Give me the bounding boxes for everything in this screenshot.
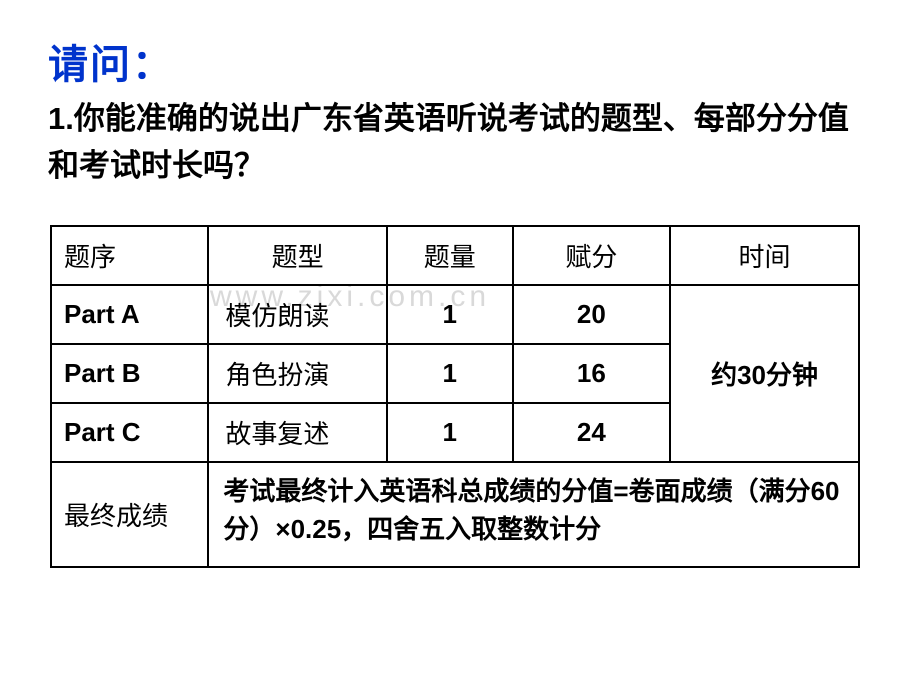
cell-seq-a: Part A (51, 285, 208, 344)
exam-table: 题序 题型 题量 赋分 时间 Part A 模仿朗读 1 20 约30分钟 Pa… (50, 225, 860, 568)
table-final-row: 最终成绩 考试最终计入英语科总成绩的分值=卷面成绩（满分60分）×0.25，四舍… (51, 462, 859, 567)
question-text: 1.你能准确的说出广东省英语听说考试的题型、每部分分值和考试时长吗？ (48, 96, 872, 189)
cell-time-merged: 约30分钟 (670, 285, 859, 462)
cell-seq-c: Part C (51, 403, 208, 462)
header-count: 题量 (387, 226, 513, 285)
header-time: 时间 (670, 226, 859, 285)
cell-count-c: 1 (387, 403, 513, 462)
cell-score-a: 20 (513, 285, 670, 344)
cell-final-note: 考试最终计入英语科总成绩的分值=卷面成绩（满分60分）×0.25，四舍五入取整数… (208, 462, 859, 567)
header-seq: 题序 (51, 226, 208, 285)
cell-type-a: 模仿朗读 (208, 285, 386, 344)
header-score: 赋分 (513, 226, 670, 285)
cell-type-b: 角色扮演 (208, 344, 386, 403)
cell-type-c: 故事复述 (208, 403, 386, 462)
header-type: 题型 (208, 226, 386, 285)
slide-container: 请问： 1.你能准确的说出广东省英语听说考试的题型、每部分分值和考试时长吗？ w… (0, 0, 920, 690)
cell-seq-b: Part B (51, 344, 208, 403)
cell-score-c: 24 (513, 403, 670, 462)
cell-score-b: 16 (513, 344, 670, 403)
cell-final-label: 最终成绩 (51, 462, 208, 567)
table-header-row: 题序 题型 题量 赋分 时间 (51, 226, 859, 285)
table-row: Part A 模仿朗读 1 20 约30分钟 (51, 285, 859, 344)
cell-count-b: 1 (387, 344, 513, 403)
heading-text: 请问： (48, 32, 872, 90)
cell-count-a: 1 (387, 285, 513, 344)
